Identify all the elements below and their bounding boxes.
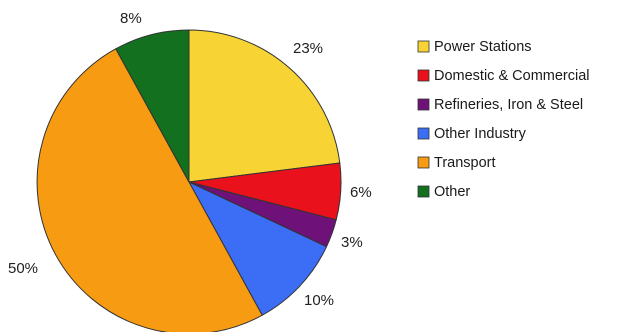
legend-label-refineries-iron-steel: Refineries, Iron & Steel <box>434 97 583 113</box>
legend-label-domestic-commercial: Domestic & Commercial <box>434 68 590 84</box>
pie-slice-other <box>115 29 190 183</box>
legend-swatch-refineries-iron-steel <box>417 98 430 111</box>
pie-slice-transport <box>36 48 263 332</box>
slice-label-other: 8% <box>120 10 142 27</box>
legend-label-transport: Transport <box>434 155 496 171</box>
legend-label-other-industry: Other Industry <box>434 126 527 142</box>
legend-label-power-stations: Power Stations <box>434 39 532 55</box>
pie-slices <box>36 29 342 332</box>
pie-slice-power-stations <box>188 29 341 183</box>
legend-label-other: Other <box>434 184 470 200</box>
slice-label-other-industry: 10% <box>304 292 334 309</box>
legend-swatch-transport <box>417 156 430 169</box>
legend-swatch-power-stations <box>417 40 430 53</box>
pie-slice-other-industry <box>188 181 328 316</box>
slice-label-power-stations: 23% <box>293 40 323 57</box>
slice-label-refineries-iron-steel: 3% <box>341 234 363 251</box>
legend-swatch-other-industry <box>417 127 430 140</box>
legend-swatch-domestic-commercial <box>417 69 430 82</box>
legend-swatch-other <box>417 185 430 198</box>
slice-label-domestic-commercial: 6% <box>350 184 372 201</box>
slice-label-transport: 50% <box>8 260 38 277</box>
legend: Power Stations Domestic & Commercial Ref… <box>417 39 590 200</box>
